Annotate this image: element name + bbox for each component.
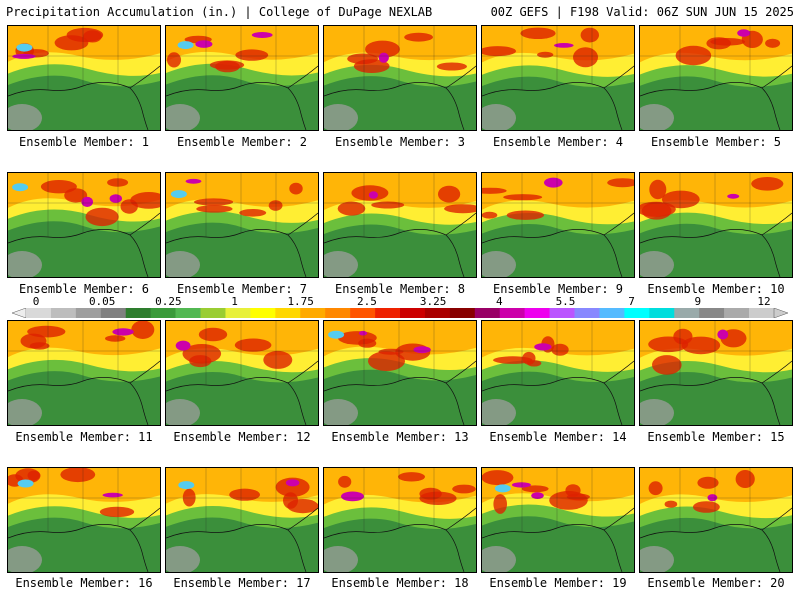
colorbar-swatch bbox=[574, 308, 600, 318]
member-label-20: Ensemble Member: 20 bbox=[647, 576, 785, 590]
colorbar-tick-label: 7 bbox=[628, 295, 635, 308]
member-label-14: Ensemble Member: 14 bbox=[489, 430, 627, 444]
member-map-1 bbox=[7, 25, 161, 131]
product-title: Precipitation Accumulation (in.) | Colle… bbox=[6, 5, 433, 19]
member-map-11 bbox=[7, 320, 161, 426]
colorbar-tick-label: 12 bbox=[757, 295, 771, 308]
colorbar-swatch bbox=[649, 308, 675, 318]
colorbar-swatch bbox=[225, 308, 251, 318]
colorbar: 0 0.05 0.25 1 1.75 2.5 3.25 4 5.5 7 9 12 bbox=[12, 296, 788, 320]
colorbar-tick-label: 3.25 bbox=[419, 295, 447, 308]
member-label-1: Ensemble Member: 1 bbox=[18, 135, 150, 149]
colorbar-swatch bbox=[699, 308, 725, 318]
member-label-8: Ensemble Member: 8 bbox=[334, 282, 466, 296]
member-label-11: Ensemble Member: 11 bbox=[15, 430, 153, 444]
member-map-13 bbox=[323, 320, 477, 426]
colorbar-swatch bbox=[150, 308, 176, 318]
member-label-13: Ensemble Member: 13 bbox=[331, 430, 469, 444]
colorbar-swatch bbox=[50, 308, 77, 318]
member-map-9 bbox=[481, 172, 635, 278]
member-label-4: Ensemble Member: 4 bbox=[492, 135, 624, 149]
colorbar-swatch bbox=[474, 308, 501, 318]
colorbar-swatch bbox=[599, 308, 625, 318]
member-label-5: Ensemble Member: 5 bbox=[650, 135, 782, 149]
member-map-2 bbox=[165, 25, 319, 131]
colorbar-tick-label: 9 bbox=[694, 295, 702, 308]
colorbar-swatch bbox=[549, 308, 575, 318]
colorbar-tick-label: 5.5 bbox=[555, 295, 576, 308]
colorbar-swatch bbox=[375, 308, 401, 318]
member-map-4 bbox=[481, 25, 635, 131]
member-label-2: Ensemble Member: 2 bbox=[176, 135, 308, 149]
colorbar-strip bbox=[12, 308, 788, 318]
colorbar-min-arrow bbox=[12, 308, 27, 318]
colorbar-swatch bbox=[749, 308, 775, 318]
member-map-6 bbox=[7, 172, 161, 278]
member-label-18: Ensemble Member: 18 bbox=[331, 576, 469, 590]
colorbar-swatch bbox=[674, 308, 700, 318]
member-label-12: Ensemble Member: 12 bbox=[173, 430, 311, 444]
member-label-6: Ensemble Member: 6 bbox=[18, 282, 150, 296]
colorbar-swatch bbox=[400, 308, 426, 318]
colorbar-swatch bbox=[624, 308, 650, 318]
colorbar-swatch bbox=[250, 308, 276, 318]
member-map-17 bbox=[165, 467, 319, 573]
colorbar-swatch bbox=[350, 308, 376, 318]
colorbar-swatch bbox=[275, 308, 301, 318]
member-map-12 bbox=[165, 320, 319, 426]
colorbar-tick-label: 1.75 bbox=[287, 295, 314, 308]
colorbar-swatch bbox=[499, 308, 525, 318]
member-label-15: Ensemble Member: 15 bbox=[647, 430, 785, 444]
member-map-10 bbox=[639, 172, 793, 278]
colorbar-swatch bbox=[125, 308, 151, 318]
member-map-5 bbox=[639, 25, 793, 131]
colorbar-tick-label: 1 bbox=[231, 295, 238, 308]
colorbar-swatch bbox=[300, 308, 326, 318]
member-map-18 bbox=[323, 467, 477, 573]
colorbar-tick-label: 0 bbox=[32, 295, 40, 308]
header: Precipitation Accumulation (in.) | Colle… bbox=[0, 0, 800, 24]
member-map-3 bbox=[323, 25, 477, 131]
colorbar-swatch bbox=[449, 308, 476, 318]
colorbar-swatch bbox=[75, 308, 102, 318]
member-label-3: Ensemble Member: 3 bbox=[334, 135, 466, 149]
member-label-10: Ensemble Member: 10 bbox=[647, 282, 785, 296]
colorbar-swatch bbox=[100, 308, 127, 318]
colorbar-swatch bbox=[325, 308, 351, 318]
colorbar-tick-label: 4 bbox=[495, 295, 503, 308]
member-map-20 bbox=[639, 467, 793, 573]
colorbar-swatch bbox=[26, 308, 52, 318]
member-label-7: Ensemble Member: 7 bbox=[176, 282, 308, 296]
member-map-19 bbox=[481, 467, 635, 573]
colorbar-max-arrow bbox=[773, 308, 788, 318]
colorbar-swatch bbox=[524, 308, 550, 318]
member-label-16: Ensemble Member: 16 bbox=[15, 576, 153, 590]
member-map-14 bbox=[481, 320, 635, 426]
colorbar-swatch bbox=[724, 308, 750, 318]
member-map-15 bbox=[639, 320, 793, 426]
member-map-7 bbox=[165, 172, 319, 278]
colorbar-tick-label: 0.25 bbox=[155, 295, 182, 308]
colorbar-swatch bbox=[200, 308, 226, 318]
member-label-9: Ensemble Member: 9 bbox=[492, 282, 624, 296]
colorbar-swatch bbox=[424, 308, 451, 318]
colorbar-tick-label: 2.5 bbox=[356, 295, 377, 308]
colorbar-tick-label: 0.05 bbox=[88, 295, 116, 308]
valid-time: 00Z GEFS | F198 Valid: 06Z SUN JUN 15 20… bbox=[490, 5, 794, 19]
member-map-16 bbox=[7, 467, 161, 573]
colorbar-swatch bbox=[175, 308, 201, 318]
member-label-17: Ensemble Member: 17 bbox=[173, 576, 311, 590]
member-label-19: Ensemble Member: 19 bbox=[489, 576, 627, 590]
member-map-8 bbox=[323, 172, 477, 278]
